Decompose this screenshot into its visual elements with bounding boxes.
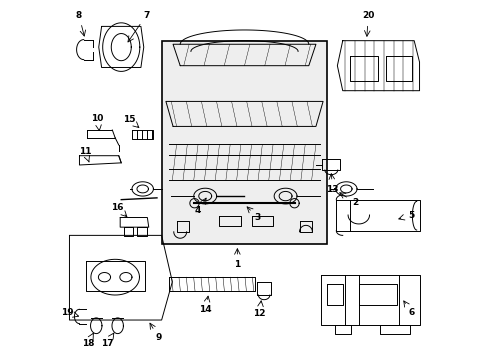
Text: 5: 5	[407, 211, 413, 220]
Text: 8: 8	[76, 11, 82, 20]
FancyBboxPatch shape	[162, 41, 326, 244]
Text: 15: 15	[123, 115, 136, 124]
Text: 3: 3	[254, 213, 261, 222]
Text: 2: 2	[351, 198, 358, 207]
Text: 18: 18	[81, 339, 94, 348]
Text: 6: 6	[407, 308, 414, 317]
Text: 14: 14	[199, 305, 211, 314]
Text: 12: 12	[253, 309, 265, 318]
Text: 16: 16	[111, 203, 123, 212]
Text: 19: 19	[61, 308, 74, 317]
Text: 1: 1	[234, 260, 240, 269]
Text: 11: 11	[79, 148, 91, 157]
Text: 13: 13	[326, 185, 338, 194]
Text: 10: 10	[91, 114, 103, 123]
Text: 17: 17	[101, 338, 113, 347]
Text: 20: 20	[361, 11, 374, 20]
Text: 9: 9	[155, 333, 162, 342]
Text: 4: 4	[195, 207, 201, 216]
Text: 7: 7	[142, 11, 149, 20]
